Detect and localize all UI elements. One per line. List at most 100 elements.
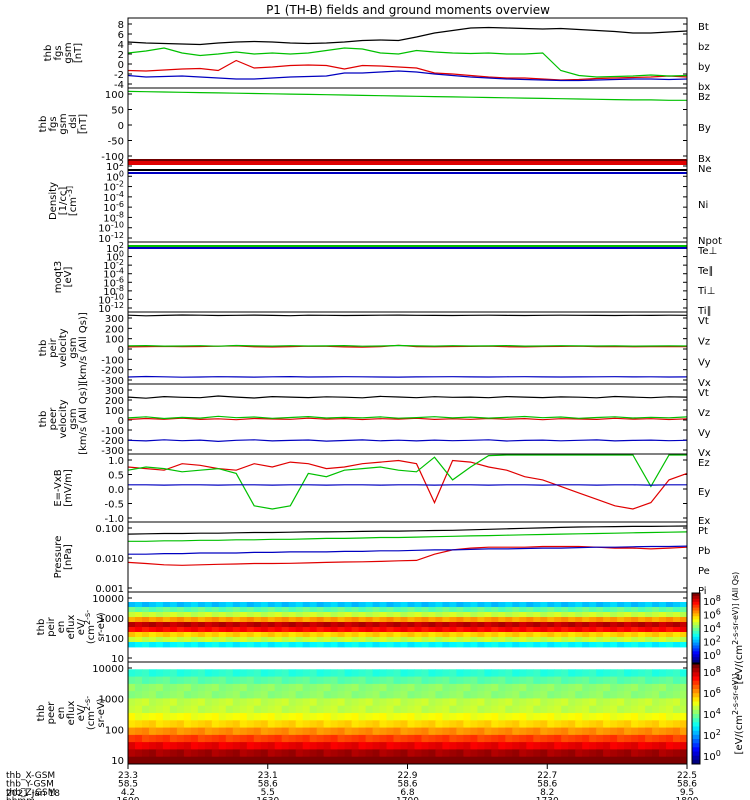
heatmap-cell	[456, 622, 464, 628]
heatmap-cell	[239, 637, 248, 643]
heatmap-cell	[652, 607, 660, 613]
colorbar-tick-label: 106	[703, 686, 721, 700]
heatmap-cell	[463, 637, 471, 643]
heatmap-cell	[554, 691, 562, 699]
heatmap-cell	[561, 727, 569, 736]
heatmap-cell	[554, 705, 562, 714]
heatmap-cell	[142, 742, 150, 750]
heatmap-cell	[554, 683, 562, 692]
heatmap-cell	[302, 669, 311, 677]
heatmap-cell	[337, 676, 345, 685]
heatmap-cell	[435, 622, 443, 628]
heatmap-cell	[400, 691, 408, 699]
heatmap-cell	[162, 607, 171, 613]
heatmap-cell	[316, 756, 325, 765]
heatmap-cell	[176, 627, 185, 633]
heatmap-cell	[295, 637, 304, 643]
heatmap-cell	[372, 734, 380, 743]
panel-frame	[127, 521, 688, 593]
heatmap-cell	[568, 734, 576, 743]
heatmap-cell	[400, 602, 408, 608]
heatmap-cell	[316, 642, 325, 648]
y-tick-label: -100	[101, 152, 124, 163]
heatmap-cell	[673, 727, 681, 736]
legend-item: Vz	[698, 337, 710, 348]
heatmap-cell	[575, 742, 583, 750]
heatmap-cell	[239, 607, 248, 613]
heatmap-cell	[624, 622, 632, 628]
legend-item: Pi	[698, 586, 707, 597]
heatmap-cell	[190, 617, 199, 623]
heatmap-cell	[183, 632, 192, 638]
heatmap-cell	[498, 691, 506, 699]
heatmap-cell	[666, 632, 674, 638]
heatmap-cell	[169, 669, 178, 677]
heatmap-cell	[484, 632, 492, 638]
heatmap-cell	[386, 637, 394, 643]
colorbar-segment	[692, 639, 700, 644]
heatmap-cell	[589, 734, 597, 743]
heatmap-cell	[421, 617, 429, 623]
heatmap-cell	[169, 720, 178, 728]
heatmap-cell	[617, 642, 625, 648]
heatmap-cell	[526, 676, 534, 685]
heatmap-cell	[603, 602, 611, 608]
heatmap-cell	[624, 727, 632, 736]
heatmap-cell	[547, 705, 555, 714]
y-tick-label: -200	[101, 366, 124, 377]
heatmap-cell	[519, 749, 527, 758]
heatmap-cell	[232, 622, 241, 628]
heatmap-cell	[470, 669, 478, 677]
series-pe-line	[128, 531, 688, 542]
heatmap-cell	[407, 705, 415, 714]
heatmap-cell	[589, 683, 597, 692]
heatmap-cell	[414, 676, 422, 685]
heatmap-cell	[218, 713, 227, 721]
y-axis-label: thb	[43, 45, 54, 62]
heatmap-cell	[547, 691, 555, 699]
heatmap-cell	[680, 642, 688, 648]
heatmap-cell	[135, 676, 143, 685]
heatmap-cell	[652, 602, 660, 608]
heatmap-cell	[561, 632, 569, 638]
heatmap-cell	[239, 632, 248, 638]
heatmap-cell	[358, 617, 366, 623]
heatmap-cell	[260, 669, 269, 677]
heatmap-cell	[190, 705, 199, 714]
heatmap-cell	[176, 622, 185, 628]
series-bx-line	[127, 70, 688, 82]
heatmap-cell	[645, 691, 653, 699]
heatmap-cell	[505, 642, 513, 648]
heatmap-cell	[302, 691, 311, 699]
heatmap-cell	[505, 727, 513, 736]
heatmap-cell	[211, 705, 220, 714]
heatmap-cell	[631, 632, 639, 638]
heatmap-cell	[176, 742, 185, 750]
heatmap-cell	[540, 713, 548, 721]
heatmap-cell	[337, 602, 345, 608]
heatmap-cell	[610, 713, 618, 721]
heatmap-cell	[589, 617, 597, 623]
heatmap-cell	[400, 632, 408, 638]
series-ey-line	[127, 454, 687, 510]
heatmap-cell	[638, 607, 646, 613]
heatmap-cell	[218, 622, 227, 628]
heatmap-cell	[295, 669, 304, 677]
heatmap-cell	[582, 642, 590, 648]
heatmap-cell	[218, 617, 227, 623]
heatmap-cell	[211, 698, 220, 707]
heatmap-cell	[351, 622, 359, 628]
colorbar-segment	[692, 654, 700, 658]
heatmap-cell	[316, 637, 325, 643]
panel-5: thb peir velocity gsm [km/s (All Qs)] 3002001…	[38, 311, 711, 389]
heatmap-cell	[610, 627, 618, 633]
heatmap-cell	[421, 676, 429, 685]
heatmap-cell	[323, 676, 331, 685]
panel-3: Density [1/cc] [cm-3]10210010-210-410-610-…	[48, 159, 722, 247]
heatmap-cell	[631, 720, 639, 728]
heatmap-cell	[673, 691, 681, 699]
x-row-value: 22.5	[677, 771, 697, 781]
heatmap-cell	[512, 632, 520, 638]
heatmap-cell	[498, 669, 506, 677]
